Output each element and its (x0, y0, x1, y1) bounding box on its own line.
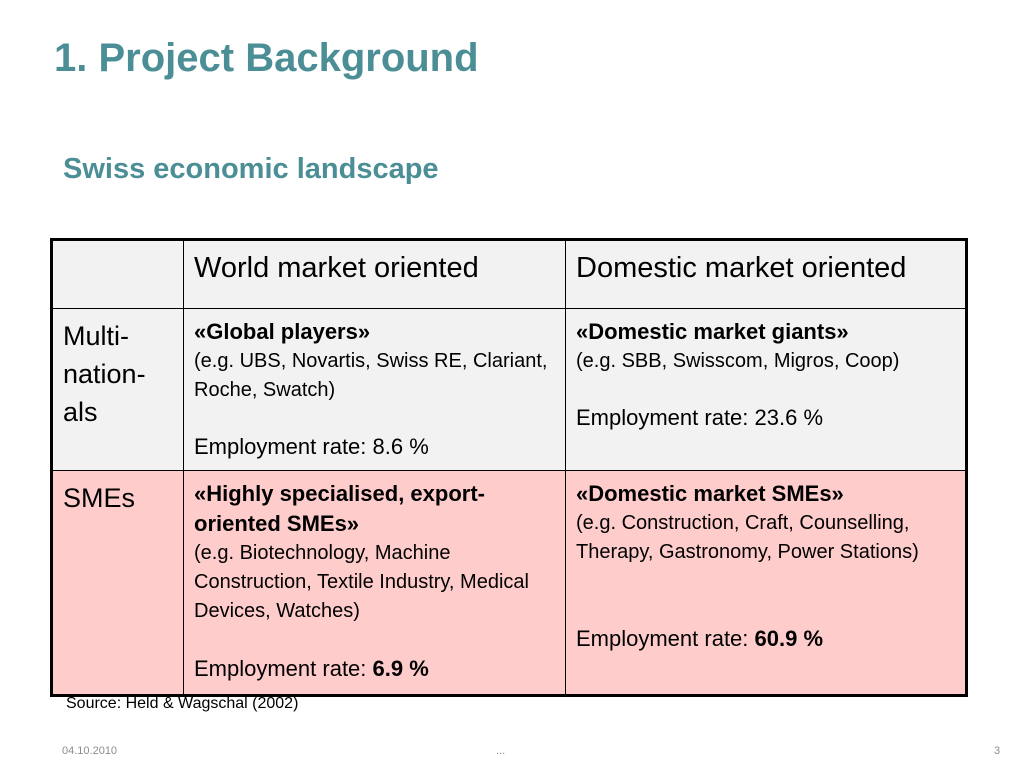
cell-examples: (e.g. SBB, Swisscom, Migros, Coop) (576, 350, 900, 372)
cell-examples: (e.g. Biotechnology, Machine Constructio… (194, 542, 529, 622)
cell-heading: «Domestic market SMEs» (576, 481, 844, 506)
employment-label: Employment rate: 8.6 % (194, 434, 429, 459)
row-label-multinationals: Multi- nation- als (51, 308, 184, 471)
cell-employment: Employment rate: 6.9 % (194, 655, 555, 683)
row-label-text: SMEs (63, 483, 136, 513)
source-citation: Source: Held & Wagschal (2002) (66, 695, 299, 712)
cell-domestic-market-giants: «Domestic market giants» (e.g. SBB, Swis… (565, 308, 967, 471)
employment-value: 6.9 % (372, 656, 429, 681)
table-header-row: World market oriented Domestic market or… (51, 239, 967, 309)
cell-employment: Employment rate: 60.9 % (576, 625, 955, 653)
cell-export-oriented-smes: «Highly specialised, export-oriented SME… (183, 470, 566, 696)
row-label-text: Multi- nation- als (63, 321, 146, 427)
slide-title: 1. Project Background (54, 36, 479, 80)
header-empty-cell (51, 239, 184, 309)
footer-page-number: 3 (994, 745, 1001, 757)
footer-date: 04.10.2010 (62, 745, 118, 757)
cell-employment: Employment rate: 23.6 % (576, 404, 955, 432)
cell-global-players: «Global players» (e.g. UBS, Novartis, Sw… (183, 308, 566, 471)
footer-center-text: ... (496, 745, 506, 757)
slide-subtitle: Swiss economic landscape (63, 153, 439, 185)
employment-label: Employment rate: (576, 626, 755, 651)
header-domestic-market: Domestic market oriented (565, 239, 967, 309)
table-row-smes: SMEs «Highly specialised, export-oriente… (51, 470, 967, 696)
cell-heading: «Global players» (194, 319, 371, 344)
employment-label: Employment rate: (194, 656, 373, 681)
table-row-multinationals: Multi- nation- als «Global players» (e.g… (51, 308, 967, 471)
employment-label: Employment rate: 23.6 % (576, 405, 824, 430)
cell-examples: (e.g. Construction, Craft, Counselling, … (576, 512, 919, 563)
row-label-smes: SMEs (51, 470, 184, 696)
header-world-market: World market oriented (183, 239, 566, 309)
cell-heading: «Domestic market giants» (576, 319, 849, 344)
cell-employment: Employment rate: 8.6 % (194, 433, 555, 461)
employment-value: 60.9 % (754, 626, 824, 651)
landscape-table: World market oriented Domestic market or… (50, 238, 968, 697)
cell-heading: «Highly specialised, export-oriented SME… (194, 481, 485, 536)
cell-examples: (e.g. UBS, Novartis, Swiss RE, Clariant,… (194, 350, 548, 401)
cell-domestic-market-smes: «Domestic market SMEs» (e.g. Constructio… (565, 470, 967, 696)
